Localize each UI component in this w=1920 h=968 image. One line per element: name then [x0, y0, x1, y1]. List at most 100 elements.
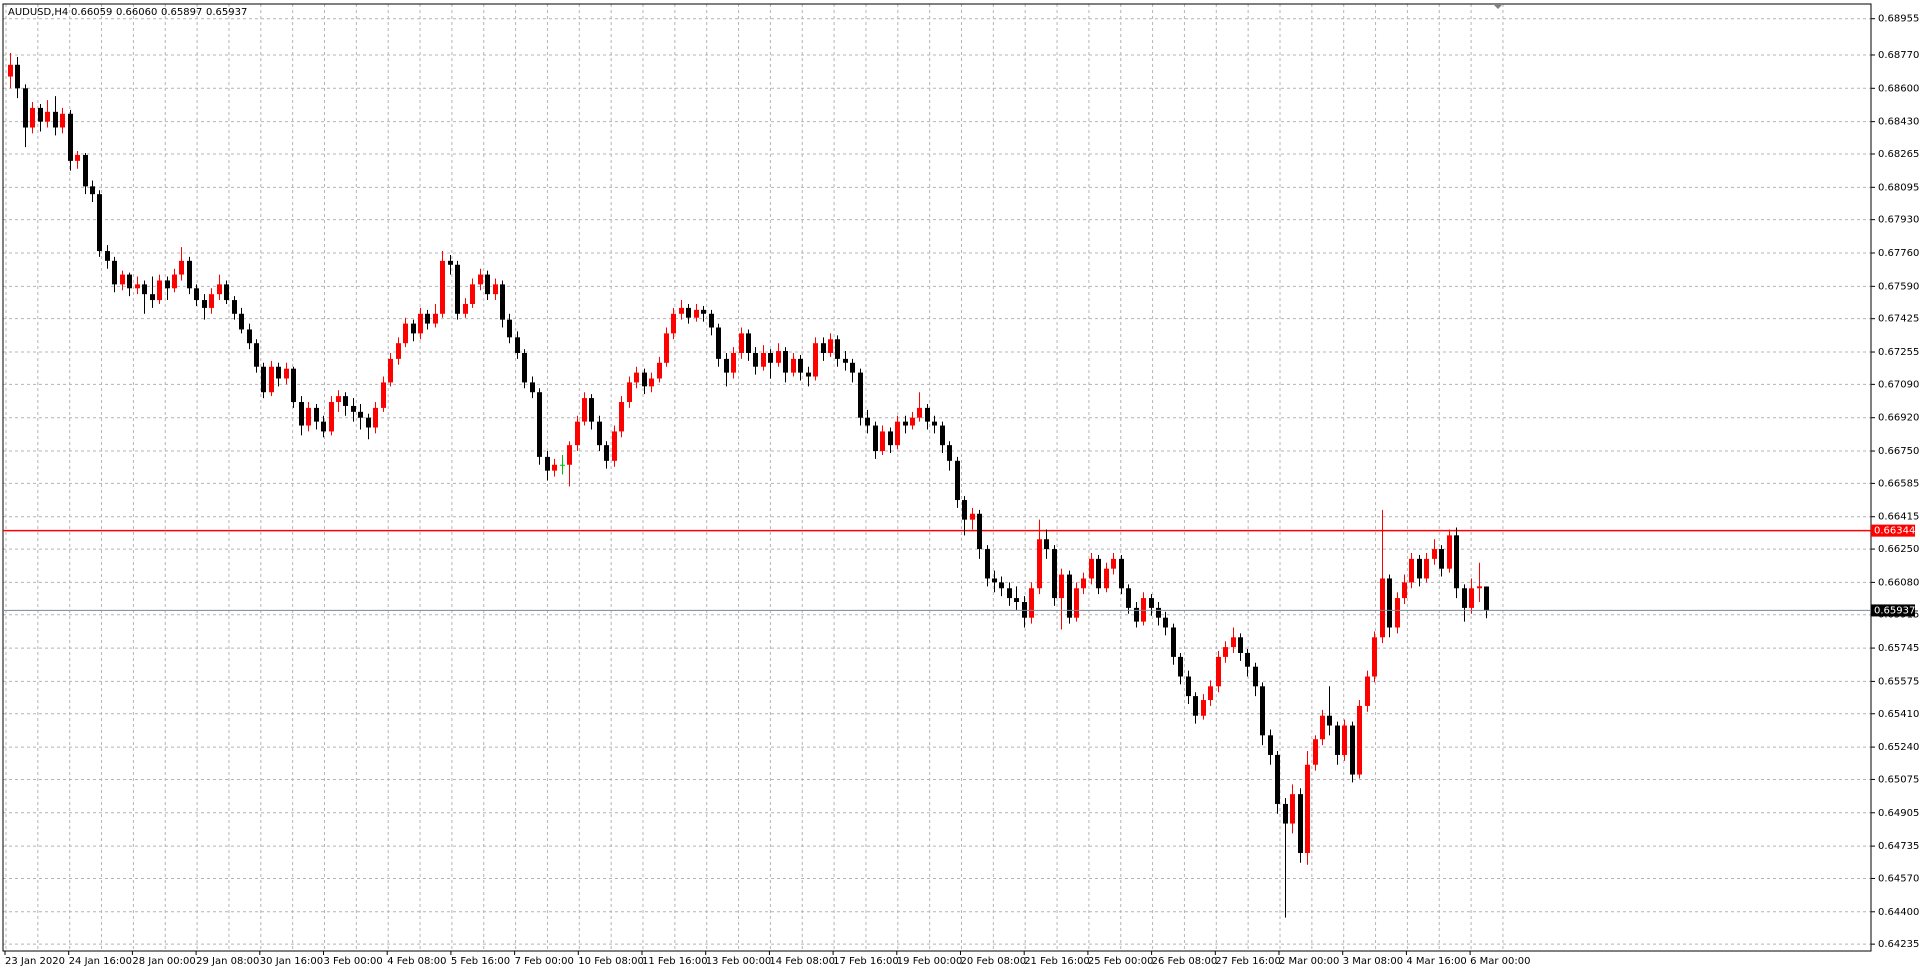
- candle-body: [1171, 627, 1176, 657]
- candle-body: [1104, 568, 1109, 589]
- candle-body: [1402, 582, 1407, 599]
- candle-body: [68, 113, 73, 161]
- candle-body: [955, 460, 960, 501]
- candle-body: [358, 411, 363, 418]
- candle-body: [940, 425, 945, 446]
- candle-body: [142, 284, 147, 295]
- candle-body: [1014, 598, 1019, 603]
- candle-body: [127, 274, 132, 289]
- candle-body: [1119, 558, 1124, 589]
- candle-body: [739, 333, 744, 353]
- candle-body: [1387, 578, 1392, 628]
- candle-body: [45, 111, 50, 122]
- candle-body: [724, 358, 729, 373]
- candle-body: [135, 284, 140, 289]
- candle-body: [1335, 725, 1340, 755]
- candle-body: [1275, 754, 1280, 804]
- candle-body: [806, 372, 811, 377]
- y-tick-label: 0.68770: [1878, 50, 1919, 61]
- candle-body: [1231, 637, 1236, 648]
- candle-body: [388, 358, 393, 383]
- y-tick-label: 0.65075: [1878, 774, 1919, 785]
- x-tick-label: 29 Jan 08:00: [196, 956, 259, 967]
- candle-body: [925, 407, 930, 422]
- candle-body: [1454, 535, 1459, 589]
- candle-body: [1327, 715, 1332, 726]
- y-tick-label: 0.66585: [1878, 478, 1919, 489]
- candle-body: [463, 303, 468, 314]
- candle-body: [999, 582, 1004, 589]
- candle-body: [612, 431, 617, 461]
- candle-body: [448, 260, 453, 265]
- candle-body: [373, 407, 378, 428]
- candle-body: [575, 421, 580, 446]
- candle-body: [83, 154, 88, 187]
- candle-body: [1089, 558, 1094, 579]
- x-tick-label: 24 Jan 16:00: [69, 956, 132, 967]
- plot-frame: [2, 3, 1872, 952]
- candle-body: [500, 284, 505, 320]
- candle-body: [8, 64, 13, 77]
- candle-body: [1238, 637, 1243, 653]
- candle-body: [239, 313, 244, 330]
- candle-body: [1156, 607, 1161, 618]
- candle-body: [507, 319, 512, 338]
- candle-body: [90, 186, 95, 195]
- candle-body: [284, 368, 289, 379]
- candle-body: [970, 513, 975, 520]
- y-tick-label: 0.66415: [1878, 512, 1919, 523]
- candle-body: [1223, 647, 1228, 657]
- candle-body: [1208, 686, 1213, 701]
- candle-body: [1052, 549, 1057, 599]
- x-tick-label: 3 Feb 00:00: [324, 956, 383, 967]
- candle-body: [1163, 617, 1168, 628]
- candle-body: [1409, 558, 1414, 583]
- grid: [3, 4, 1871, 951]
- candle-body: [470, 284, 475, 304]
- candle-body: [1126, 588, 1131, 608]
- candle-body: [97, 194, 102, 252]
- candle-body: [1096, 558, 1101, 589]
- candle-body: [1245, 652, 1250, 667]
- candle-body: [15, 64, 20, 89]
- x-tick-label: 7 Feb 00:00: [515, 956, 574, 967]
- candle-body: [1298, 794, 1303, 853]
- x-tick-label: 4 Feb 08:00: [387, 956, 446, 967]
- candle-body: [150, 294, 155, 301]
- y-tick-label: 0.65745: [1878, 643, 1919, 654]
- candle-body: [865, 417, 870, 426]
- candle-body: [1074, 588, 1079, 618]
- candle-body: [627, 382, 632, 403]
- candle-body: [1484, 586, 1489, 611]
- y-tick-label: 0.65575: [1878, 676, 1919, 687]
- candle-body: [798, 358, 803, 373]
- candle-body: [783, 351, 788, 373]
- candle-body: [664, 333, 669, 363]
- y-tick-label: 0.67930: [1878, 215, 1919, 226]
- candle-body: [1141, 598, 1146, 622]
- candle-body: [1439, 549, 1444, 569]
- header-high: 0.66060: [116, 7, 157, 18]
- y-tick-label: 0.66750: [1878, 446, 1919, 457]
- y-tick-label: 0.68265: [1878, 149, 1919, 160]
- candle-body: [396, 343, 401, 359]
- candle-body: [1313, 739, 1318, 765]
- candle-body: [567, 445, 572, 465]
- y-tick-label: 0.67255: [1878, 347, 1919, 358]
- candle-body: [1186, 676, 1191, 697]
- candle-body: [619, 402, 624, 432]
- candle-body: [1260, 686, 1265, 736]
- candle-body: [731, 352, 736, 373]
- candle-body: [1365, 676, 1370, 706]
- price-label-box: [1871, 604, 1915, 617]
- candle-body: [1081, 578, 1086, 589]
- x-tick-label: 4 Mar 16:00: [1406, 956, 1466, 967]
- candle-body: [835, 339, 840, 359]
- candle-body: [873, 425, 878, 452]
- candle-body: [179, 260, 184, 275]
- level-label-box: [1871, 524, 1915, 537]
- candle-body: [478, 274, 483, 285]
- candle-body: [1067, 574, 1072, 618]
- candle-body: [254, 343, 259, 367]
